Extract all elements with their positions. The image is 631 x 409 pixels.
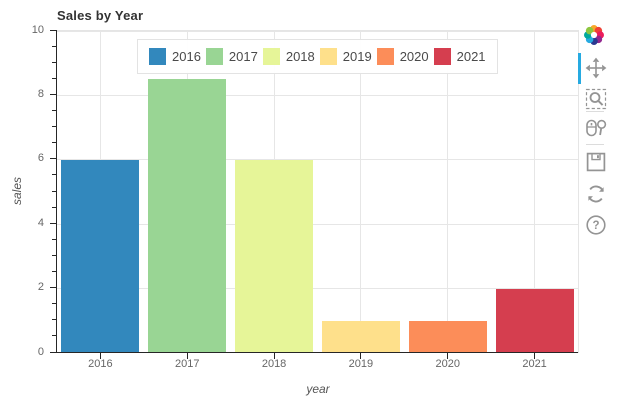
legend-label: 2017: [228, 49, 258, 64]
y-tick-label: 8: [37, 87, 44, 100]
y-major-tick: [50, 158, 56, 160]
x-major-tick: [186, 353, 188, 359]
active-tool-indicator: [578, 53, 581, 84]
x-major-tick: [360, 353, 362, 359]
y-major-tick: [50, 29, 56, 31]
y-gridline: [57, 159, 578, 161]
legend-swatch: [433, 48, 451, 65]
legend-label: 2019: [342, 49, 372, 64]
x-gridline: [360, 31, 362, 353]
y-minor-tick: [52, 61, 56, 63]
bar-2021: [495, 288, 574, 353]
svg-text:?: ?: [592, 220, 599, 232]
toolbar-divider: [586, 111, 604, 112]
legend-label: 2016: [172, 49, 201, 64]
x-major-tick: [273, 353, 275, 359]
bar-2019: [321, 320, 400, 353]
y-gridline: [57, 30, 578, 32]
wheel-zoom-icon: [586, 119, 607, 137]
y-axis-title: sales: [10, 176, 24, 206]
y-minor-tick: [52, 45, 56, 47]
wheel-zoom-tool-button[interactable]: [582, 115, 610, 141]
plot-area[interactable]: [57, 30, 579, 353]
y-axis-line: [56, 30, 57, 353]
y-minor-tick: [52, 238, 56, 240]
y-tick-label: 2: [37, 281, 44, 294]
legend-label: 2018: [285, 49, 315, 64]
y-gridline: [57, 94, 578, 96]
legend-swatch: [149, 48, 166, 65]
y-minor-tick: [52, 142, 56, 144]
y-minor-tick: [52, 110, 56, 111]
bokeh-logo[interactable]: [583, 24, 605, 46]
bar-2018: [235, 159, 314, 353]
toolbar: ?: [578, 16, 628, 246]
legend-swatch: [319, 48, 337, 65]
bar-2017: [148, 79, 227, 353]
reset-tool-button[interactable]: [582, 181, 610, 207]
y-minor-tick: [52, 335, 56, 337]
move-icon: [585, 57, 607, 79]
x-major-tick: [534, 353, 536, 359]
legend-label: 2020: [399, 49, 429, 64]
y-minor-tick: [52, 254, 56, 256]
x-gridline: [534, 31, 536, 353]
y-tick-label: 0: [37, 345, 44, 358]
save-icon: [586, 152, 606, 172]
y-minor-tick: [52, 77, 56, 79]
chart-title: Sales by Year: [57, 8, 144, 23]
x-major-tick: [99, 353, 101, 359]
y-major-tick: [50, 351, 56, 353]
x-tick-label: 2020: [435, 358, 460, 370]
x-tick-label: 2016: [88, 358, 113, 370]
y-major-tick: [50, 93, 56, 95]
y-major-tick: [50, 222, 56, 224]
x-tick-label: 2021: [522, 358, 547, 370]
x-tick-label: 2019: [348, 358, 374, 370]
legend-swatch: [262, 48, 280, 65]
y-minor-tick: [52, 174, 56, 176]
y-gridline: [57, 223, 578, 225]
legend-swatch: [376, 48, 394, 65]
y-gridline: [57, 288, 578, 290]
help-icon: ?: [586, 215, 606, 235]
legend-label: 2021: [456, 49, 486, 64]
x-axis-title: year: [306, 382, 330, 396]
box-zoom-tool-button[interactable]: [582, 86, 610, 112]
y-minor-tick: [52, 126, 56, 128]
pan-tool-button[interactable]: [582, 55, 610, 81]
y-tick-label: 6: [37, 152, 44, 165]
box-zoom-icon: [585, 88, 607, 110]
legend-swatch: [205, 48, 223, 65]
legend-item: 2018: [262, 48, 315, 65]
y-major-tick: [50, 287, 56, 289]
legend-item: 2021: [433, 48, 486, 65]
y-minor-tick: [52, 190, 56, 192]
x-tick-label: 2018: [261, 358, 287, 370]
bar-2020: [408, 320, 487, 353]
reset-icon: [588, 185, 604, 203]
y-tick-label: 10: [31, 23, 44, 36]
legend-item: 2019: [319, 48, 372, 65]
x-tick-label: 2017: [175, 358, 200, 370]
y-tick-label: 4: [37, 216, 44, 229]
legend-item: 2016: [149, 48, 201, 65]
toolbar-divider: [586, 144, 604, 145]
help-tool-button[interactable]: ?: [582, 212, 610, 238]
bokeh-logo-icon: [584, 25, 604, 45]
y-minor-tick: [52, 271, 56, 272]
bar-2016: [61, 159, 140, 353]
legend-item: 2020: [376, 48, 429, 65]
save-tool-button[interactable]: [582, 149, 610, 175]
x-axis-line: [56, 352, 578, 353]
x-major-tick: [447, 353, 449, 359]
y-minor-tick: [52, 319, 56, 321]
y-minor-tick: [52, 303, 56, 305]
x-gridline: [447, 31, 449, 353]
legend: 2016 2017 2018 2019 2020 2021: [137, 39, 498, 74]
legend-item: 2017: [205, 48, 258, 65]
y-minor-tick: [52, 206, 56, 208]
